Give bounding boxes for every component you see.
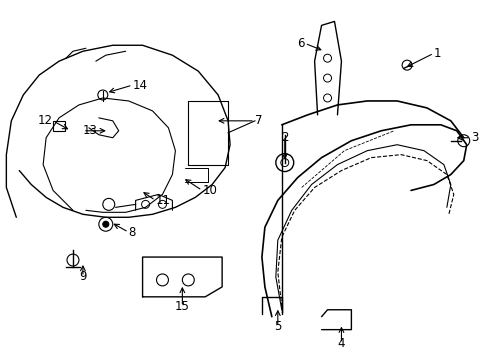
Text: 10: 10 — [202, 184, 217, 197]
Text: 7: 7 — [255, 114, 263, 127]
Bar — [53, 121, 65, 131]
Text: 13: 13 — [83, 124, 98, 137]
Text: 1: 1 — [434, 47, 441, 60]
Text: 9: 9 — [79, 270, 87, 283]
Text: 8: 8 — [129, 226, 136, 239]
Text: 12: 12 — [38, 114, 53, 127]
Text: 11: 11 — [155, 194, 171, 207]
Text: 2: 2 — [281, 131, 289, 144]
Text: 3: 3 — [471, 131, 478, 144]
Text: 6: 6 — [297, 37, 305, 50]
Text: 14: 14 — [133, 78, 147, 91]
Text: 15: 15 — [175, 300, 190, 313]
Text: 4: 4 — [338, 337, 345, 350]
Circle shape — [103, 221, 109, 227]
Text: 5: 5 — [274, 320, 281, 333]
